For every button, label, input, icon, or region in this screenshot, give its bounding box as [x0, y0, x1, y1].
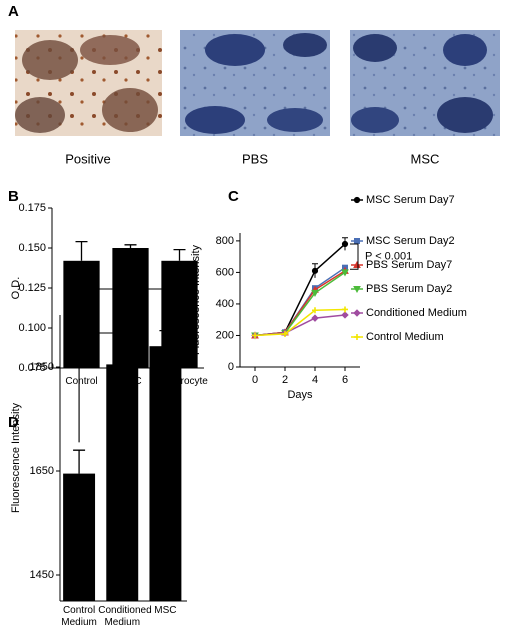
x-tick-label: 6 — [342, 374, 348, 386]
legend-label: MSC Serum Day7 — [366, 194, 455, 206]
bar — [149, 346, 182, 601]
marker — [311, 267, 319, 274]
x-tick-label: 2 — [282, 374, 288, 386]
category-label: MSC — [154, 605, 177, 616]
marker — [282, 330, 288, 337]
y-tick-label: 0 — [228, 361, 234, 373]
annotation: P < 0.001 — [365, 251, 412, 263]
error-bar — [173, 248, 186, 261]
line — [254, 308, 346, 337]
error-bar — [73, 449, 86, 474]
y-tick-label: 0.150 — [18, 242, 46, 254]
error-bar — [124, 244, 137, 248]
y-axis-label: Fluorescence Intensity — [10, 402, 22, 513]
image-caption: Positive — [65, 151, 111, 166]
error-bar — [159, 329, 172, 347]
y-tick-label: 1450 — [30, 569, 54, 581]
bar — [63, 473, 96, 601]
marker — [312, 307, 318, 314]
image-caption: MSC — [411, 151, 440, 166]
significance-label: * — [128, 277, 133, 289]
category-label: Conditioned Medium — [98, 605, 152, 628]
y-tick-label: 200 — [216, 329, 234, 341]
panel-letter: B — [8, 188, 19, 205]
panel-letter: A — [8, 3, 19, 20]
x-tick-label: Control Medium — [61, 605, 97, 628]
panel-letter: C — [228, 188, 239, 205]
error-bar — [75, 240, 88, 261]
y-tick-label: 1650 — [30, 465, 54, 477]
legend-label: PBS Serum Day7 — [366, 259, 452, 271]
y-tick-label: 0.075 — [18, 362, 46, 374]
category-label: Control Medium — [61, 605, 97, 628]
micrograph — [350, 30, 500, 136]
marker — [342, 306, 348, 313]
legend-label: Conditioned Medium — [366, 307, 467, 319]
y-tick-label: 600 — [216, 266, 234, 278]
significance-label: * — [91, 321, 96, 333]
x-axis-label: Days — [287, 389, 313, 401]
legend-label: MSC Serum Day2 — [366, 235, 455, 247]
y-axis-label: O.D. — [10, 277, 22, 300]
error-bar — [116, 337, 129, 365]
x-tick-label: Control — [65, 376, 98, 387]
bar — [106, 364, 139, 601]
marker — [311, 289, 319, 297]
x-tick-label: Conditioned Medium — [98, 605, 152, 628]
micrograph — [15, 30, 162, 136]
y-tick-label: 400 — [216, 298, 234, 310]
micrograph — [180, 30, 330, 136]
line — [254, 314, 346, 337]
bar — [112, 248, 149, 368]
category-label: Control — [65, 376, 98, 387]
marker — [252, 332, 258, 339]
x-tick-label: 4 — [312, 374, 318, 386]
y-tick-label: 0.125 — [18, 282, 46, 294]
y-tick-label: 800 — [216, 235, 234, 247]
y-axis-label: Fluorescence Intensity — [190, 244, 202, 355]
image-caption: PBS — [242, 151, 268, 166]
x-tick-label: 0 — [252, 374, 258, 386]
marker — [353, 196, 361, 204]
marker — [354, 334, 360, 340]
x-tick-label: MSC — [154, 605, 177, 616]
y-tick-label: 1850 — [30, 361, 54, 373]
marker — [341, 269, 349, 277]
legend-label: PBS Serum Day2 — [366, 283, 452, 295]
marker — [311, 314, 319, 322]
marker — [353, 286, 361, 294]
y-tick-label: 0.100 — [18, 322, 46, 334]
marker — [354, 238, 360, 244]
marker — [353, 309, 361, 317]
marker — [341, 240, 349, 248]
marker — [341, 311, 349, 319]
bar — [63, 260, 100, 368]
significance-bracket — [78, 288, 166, 443]
legend-label: Control Medium — [366, 331, 444, 343]
significance-bracket — [350, 243, 359, 270]
y-tick-label: 0.175 — [18, 202, 46, 214]
panel-letter: D — [8, 414, 19, 431]
